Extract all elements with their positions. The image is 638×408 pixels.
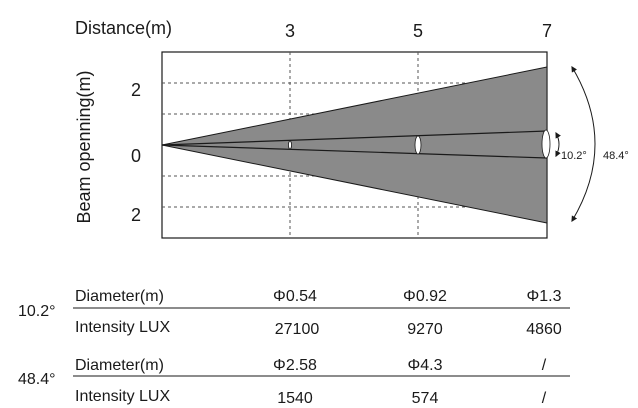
table-cell: 9270 [407, 321, 443, 338]
table-angle-wide: 48.4° [18, 371, 56, 388]
intensity-label: Intensity LUX [75, 319, 170, 336]
opening-tick-lower: 2 [131, 205, 141, 225]
opening-tick-upper: 2 [131, 80, 141, 100]
table-cell: / [542, 390, 547, 407]
distance-tick-3: 3 [285, 21, 295, 41]
wide-angle-arrow [571, 65, 596, 223]
opening-tick-zero: 0 [131, 146, 141, 166]
table-angle-narrow: 10.2° [18, 303, 56, 320]
table-cell: 27100 [275, 321, 320, 338]
table-cell: Φ0.92 [403, 288, 447, 305]
y-axis-label: Beam openning(m) [74, 70, 94, 223]
beam-section-3m [288, 140, 292, 150]
intensity-label: Intensity LUX [75, 388, 170, 405]
table-cell: Φ2.58 [273, 357, 317, 374]
distance-tick-7: 7 [542, 21, 552, 41]
x-axis-label: Distance(m) [75, 18, 172, 38]
table-cell: 1540 [277, 390, 313, 407]
table-cell: / [542, 357, 547, 374]
beam-section-7m [541, 129, 551, 159]
diameter-label: Diameter(m) [75, 288, 164, 305]
diameter-label: Diameter(m) [75, 357, 164, 374]
wide-angle-label: 48.4° [603, 150, 629, 162]
narrow-angle-arrow [555, 131, 561, 158]
narrow-beam-lower-edge [161, 144, 548, 159]
distance-tick-5: 5 [413, 21, 423, 41]
narrow-beam-upper-edge [161, 130, 548, 146]
table-cell: 4860 [526, 321, 562, 338]
table-cell: 574 [412, 390, 439, 407]
beam-section-5m [414, 135, 422, 155]
table-cell: Φ0.54 [273, 288, 317, 305]
narrow-angle-label: 10.2° [561, 150, 587, 162]
table-cell: Φ4.3 [407, 357, 442, 374]
table-cell: Φ1.3 [526, 288, 561, 305]
